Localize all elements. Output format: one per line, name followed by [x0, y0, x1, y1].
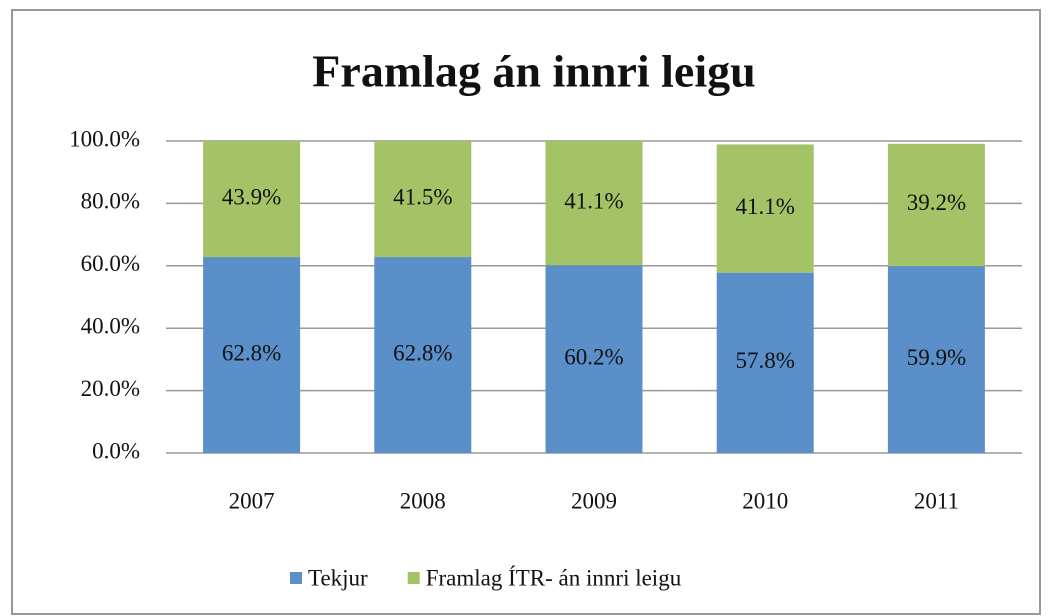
value-label: 62.8%: [222, 340, 281, 365]
bar-segment: [203, 257, 301, 453]
value-label: 62.8%: [393, 340, 452, 365]
bar-segment: [887, 143, 985, 267]
value-label: 41.1%: [564, 188, 623, 213]
bar-segment: [887, 266, 985, 453]
value-label: 43.9%: [222, 184, 281, 209]
bar-segment: [545, 265, 643, 453]
y-tick-label: 60.0%: [81, 251, 140, 276]
legend-swatch: [407, 572, 420, 584]
x-tick-label: 2008: [400, 488, 446, 513]
legend-label: Tekjur: [308, 565, 368, 590]
value-label: 60.2%: [564, 344, 623, 369]
y-tick-label: 80.0%: [81, 189, 140, 214]
value-label: 41.5%: [393, 184, 452, 209]
chart-title: Framlag án innri leigu: [312, 46, 755, 97]
y-tick-label: 0.0%: [92, 438, 140, 463]
bar-segment: [374, 141, 472, 258]
bar-segment: [374, 257, 472, 453]
value-label: 41.1%: [735, 194, 794, 219]
bar-segment: [716, 144, 814, 273]
value-label: 39.2%: [907, 190, 966, 215]
x-tick-label: 2011: [914, 488, 959, 513]
legend-swatch: [290, 572, 302, 584]
value-label: 57.8%: [735, 348, 794, 373]
bar-segment: [203, 141, 301, 258]
y-tick-label: 100.0%: [69, 126, 140, 151]
bar-segment: [716, 272, 814, 453]
y-tick-label: 20.0%: [81, 376, 140, 401]
x-tick-label: 2009: [571, 488, 617, 513]
chart-border: [11, 9, 1041, 615]
bar-segment: [545, 141, 643, 266]
y-tick-label: 40.0%: [81, 313, 140, 338]
legend-label: Framlag ÍTR- án innri leigu: [426, 565, 682, 590]
x-tick-label: 2007: [229, 488, 275, 513]
value-label: 59.9%: [907, 345, 966, 370]
x-tick-label: 2010: [742, 488, 788, 513]
